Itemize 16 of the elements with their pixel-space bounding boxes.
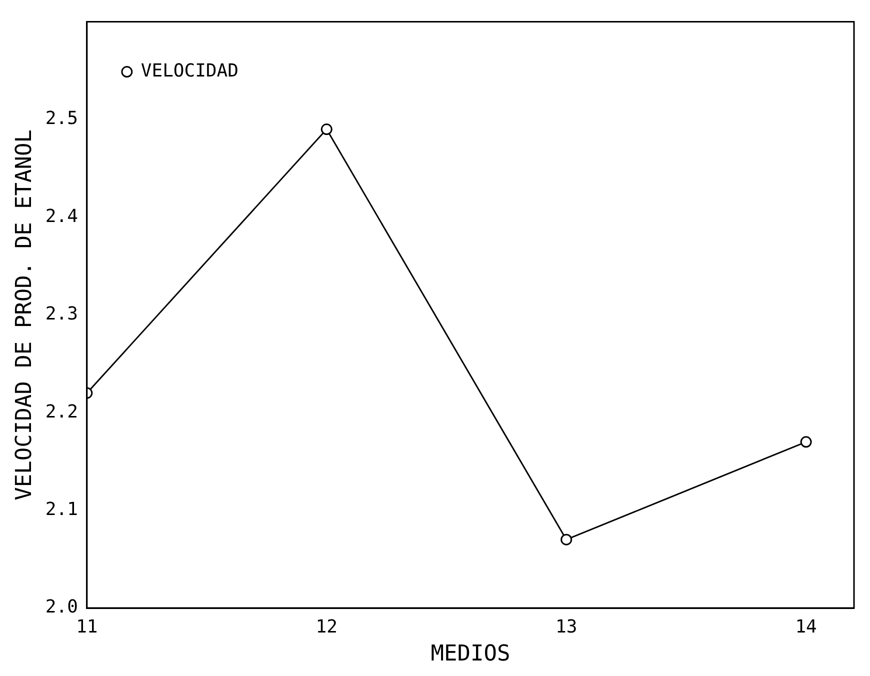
y-tick-label: 2.5: [45, 108, 78, 130]
x-tick-label: 12: [316, 616, 338, 638]
point: [320, 124, 332, 136]
x-axis-title: MEDIOS: [430, 642, 510, 667]
point: [800, 436, 812, 448]
y-tick-label: 2.3: [45, 304, 78, 325]
x-tick-label: 11: [76, 616, 98, 638]
y-tick-label: 2.4: [45, 206, 78, 227]
x-tick-label: 14: [795, 616, 817, 638]
y-tick-label: 2.2: [45, 401, 78, 422]
point: [560, 534, 572, 546]
y-tick-label: 2.1: [45, 498, 78, 520]
y-tick-label: 2.0: [45, 596, 78, 618]
x-tick-label: 13: [556, 616, 578, 638]
legend-label: VELOCIDAD: [140, 60, 238, 82]
y-axis-title: VELOCIDAD DE PROD. DE ETANOL: [12, 129, 37, 500]
